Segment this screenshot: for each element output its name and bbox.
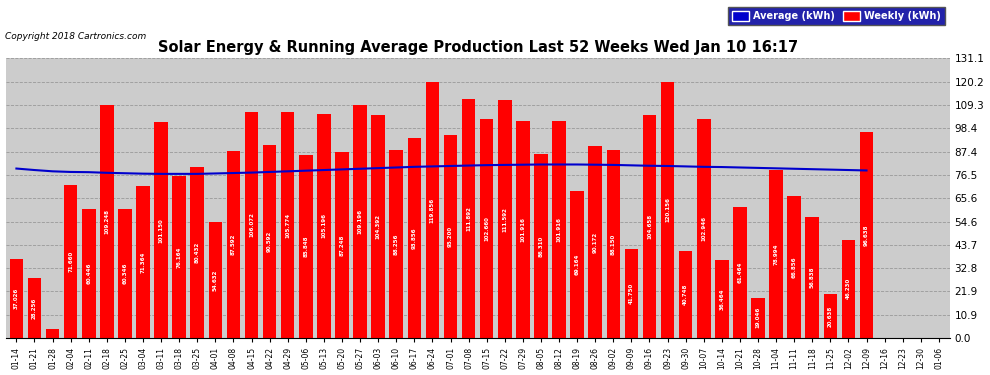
- Bar: [46, 329, 59, 338]
- Bar: [625, 249, 639, 338]
- Bar: [570, 190, 584, 338]
- Bar: [697, 118, 711, 338]
- Bar: [28, 278, 42, 338]
- Bar: [190, 166, 204, 338]
- Text: 93.856: 93.856: [412, 227, 417, 249]
- Bar: [317, 114, 331, 338]
- Text: 90.172: 90.172: [593, 231, 598, 252]
- Bar: [679, 251, 692, 338]
- Bar: [461, 99, 475, 338]
- Text: Copyright 2018 Cartronics.com: Copyright 2018 Cartronics.com: [5, 32, 147, 41]
- Text: 102.946: 102.946: [701, 216, 706, 241]
- Bar: [444, 135, 457, 338]
- Text: 71.364: 71.364: [141, 251, 146, 273]
- Text: 69.164: 69.164: [574, 254, 579, 275]
- Bar: [408, 138, 421, 338]
- Bar: [118, 209, 132, 338]
- Bar: [172, 176, 186, 338]
- Bar: [227, 151, 241, 338]
- Bar: [859, 132, 873, 338]
- Text: 101.916: 101.916: [556, 217, 561, 242]
- Bar: [734, 207, 746, 338]
- Text: 104.658: 104.658: [646, 214, 652, 239]
- Bar: [100, 105, 114, 338]
- Bar: [498, 100, 512, 338]
- Text: 106.072: 106.072: [249, 213, 254, 237]
- Bar: [154, 122, 168, 338]
- Legend: Average (kWh), Weekly (kWh): Average (kWh), Weekly (kWh): [728, 8, 944, 25]
- Text: 88.150: 88.150: [611, 234, 616, 255]
- Bar: [660, 82, 674, 338]
- Bar: [10, 259, 23, 338]
- Bar: [281, 112, 294, 338]
- Bar: [209, 222, 222, 338]
- Text: 60.346: 60.346: [123, 263, 128, 285]
- Bar: [353, 105, 367, 338]
- Bar: [535, 154, 547, 338]
- Text: 105.774: 105.774: [285, 213, 290, 238]
- Text: 37.026: 37.026: [14, 288, 19, 309]
- Text: 78.994: 78.994: [773, 243, 778, 265]
- Text: 111.592: 111.592: [502, 207, 507, 231]
- Bar: [588, 146, 602, 338]
- Text: 102.660: 102.660: [484, 216, 489, 241]
- Text: 109.196: 109.196: [357, 209, 362, 234]
- Text: 105.196: 105.196: [322, 213, 327, 238]
- Bar: [389, 150, 403, 338]
- Text: 101.916: 101.916: [521, 217, 526, 242]
- Bar: [842, 240, 855, 338]
- Bar: [715, 260, 729, 338]
- Text: 88.256: 88.256: [394, 233, 399, 255]
- Bar: [263, 145, 276, 338]
- Text: 76.164: 76.164: [176, 246, 182, 268]
- Text: 95.200: 95.200: [448, 226, 453, 247]
- Text: 104.392: 104.392: [375, 214, 380, 239]
- Title: Solar Energy & Running Average Production Last 52 Weeks Wed Jan 10 16:17: Solar Energy & Running Average Productio…: [157, 39, 798, 54]
- Text: 61.464: 61.464: [738, 262, 742, 283]
- Bar: [137, 186, 149, 338]
- Text: 41.750: 41.750: [629, 283, 634, 304]
- Text: 71.660: 71.660: [68, 251, 73, 272]
- Bar: [245, 112, 258, 338]
- Text: 86.310: 86.310: [539, 236, 544, 257]
- Text: 40.748: 40.748: [683, 284, 688, 305]
- Bar: [299, 155, 313, 338]
- Bar: [769, 170, 783, 338]
- Text: 87.248: 87.248: [340, 234, 345, 256]
- Text: 87.592: 87.592: [231, 234, 236, 255]
- Text: 56.838: 56.838: [810, 267, 815, 288]
- Text: 85.848: 85.848: [303, 236, 308, 257]
- Text: 90.592: 90.592: [267, 231, 272, 252]
- Text: 19.046: 19.046: [755, 307, 760, 328]
- Bar: [516, 121, 530, 338]
- Text: 80.432: 80.432: [195, 242, 200, 263]
- Text: 46.230: 46.230: [845, 278, 851, 300]
- Bar: [371, 116, 385, 338]
- Bar: [824, 294, 838, 338]
- Bar: [607, 150, 620, 338]
- Text: 20.638: 20.638: [828, 306, 833, 327]
- Bar: [336, 152, 348, 338]
- Text: 28.256: 28.256: [32, 297, 37, 319]
- Text: 60.446: 60.446: [86, 263, 91, 284]
- Text: 119.856: 119.856: [430, 198, 435, 223]
- Text: 54.632: 54.632: [213, 269, 218, 291]
- Text: 96.638: 96.638: [864, 224, 869, 246]
- Bar: [643, 115, 656, 338]
- Bar: [552, 121, 566, 338]
- Text: 111.892: 111.892: [466, 206, 471, 231]
- Bar: [751, 297, 764, 338]
- Text: 36.464: 36.464: [720, 288, 725, 310]
- Bar: [64, 185, 77, 338]
- Bar: [480, 119, 493, 338]
- Bar: [426, 82, 440, 338]
- Bar: [787, 195, 801, 338]
- Text: 120.156: 120.156: [665, 198, 670, 222]
- Bar: [806, 217, 819, 338]
- Text: 109.248: 109.248: [104, 209, 109, 234]
- Text: 101.150: 101.150: [158, 218, 163, 243]
- Bar: [82, 209, 96, 338]
- Text: 66.856: 66.856: [792, 256, 797, 278]
